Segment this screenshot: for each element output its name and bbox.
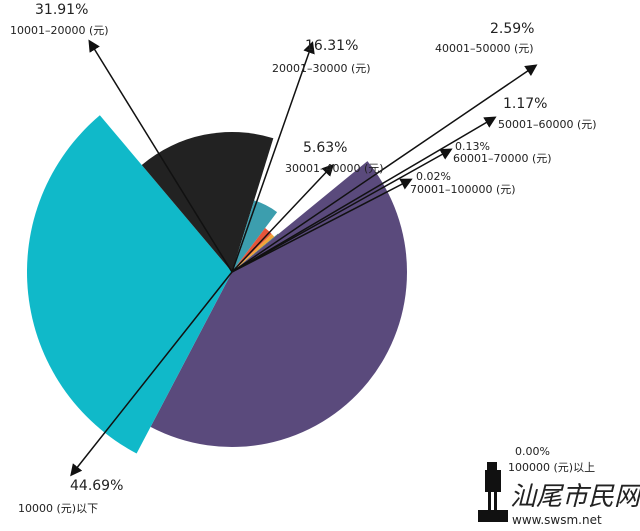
value-label: 0.13% — [455, 140, 490, 153]
value-label: 31.91% — [35, 2, 88, 18]
label-arrow — [231, 41, 315, 273]
value-label: 5.63% — [303, 140, 347, 156]
category-label: 20001–30000 (元) — [272, 62, 371, 75]
value-label: 0.02% — [416, 170, 451, 183]
watermark-url: www.swsm.net — [512, 513, 602, 527]
value-label: 0.00% — [515, 445, 550, 458]
category-label: 100000 (元)以上 — [508, 461, 595, 474]
watermark-figure — [485, 462, 501, 510]
category-label: 10001–20000 (元) — [10, 24, 109, 37]
category-label: 50001–60000 (元) — [498, 118, 597, 131]
label-arrow — [88, 39, 233, 273]
label-arrow — [231, 148, 453, 273]
label-arrow — [231, 163, 335, 273]
category-label: 40001–50000 (元) — [435, 42, 534, 55]
watermark-name: 汕尾市民网 — [510, 482, 640, 512]
category-label: 60001–70000 (元) — [453, 152, 552, 165]
pie-slice — [232, 233, 279, 272]
category-label: 10000 (元)以下 — [18, 502, 98, 515]
pie-slice — [26, 115, 232, 454]
label-arrow — [231, 116, 497, 273]
label-arrow — [231, 64, 538, 273]
category-label: 30001–40000 (元) — [285, 162, 384, 175]
pie-slice — [232, 233, 275, 272]
value-label: 16.31% — [305, 38, 358, 54]
pie-slice — [232, 200, 278, 272]
watermark: 汕尾市民网 www.swsm.net — [478, 462, 640, 527]
category-label: 70001–100000 (元) — [410, 183, 516, 196]
pie-slice — [232, 233, 279, 272]
label-arrow — [70, 271, 233, 477]
value-label: 2.59% — [490, 21, 534, 37]
value-label: 44.69% — [70, 478, 123, 494]
watermark-base — [478, 510, 508, 522]
pie-slice — [150, 161, 407, 447]
value-label: 1.17% — [503, 96, 547, 112]
label-arrow — [231, 178, 413, 273]
pie-slice — [141, 132, 274, 272]
